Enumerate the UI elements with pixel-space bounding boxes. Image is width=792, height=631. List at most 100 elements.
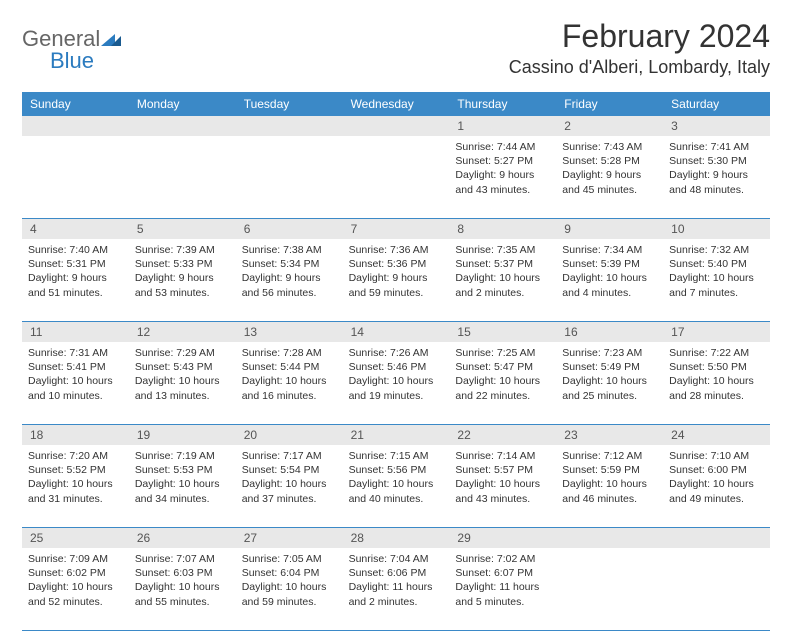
day-number: 8	[449, 219, 556, 239]
day-number	[556, 528, 663, 548]
day-details: Sunrise: 7:40 AMSunset: 5:31 PMDaylight:…	[28, 243, 123, 300]
day-cell: Sunrise: 7:19 AMSunset: 5:53 PMDaylight:…	[129, 445, 236, 527]
sunrise: Sunrise: 7:17 AM	[242, 449, 337, 463]
daylight-line2: and 7 minutes.	[669, 286, 764, 300]
daylight-line2: and 56 minutes.	[242, 286, 337, 300]
sunset: Sunset: 5:50 PM	[669, 360, 764, 374]
day-details: Sunrise: 7:35 AMSunset: 5:37 PMDaylight:…	[455, 243, 550, 300]
week-num-row: 11121314151617	[22, 322, 770, 342]
day-cell: Sunrise: 7:35 AMSunset: 5:37 PMDaylight:…	[449, 239, 556, 321]
sunset: Sunset: 5:43 PM	[135, 360, 230, 374]
day-number: 22	[449, 425, 556, 445]
day-cell: Sunrise: 7:17 AMSunset: 5:54 PMDaylight:…	[236, 445, 343, 527]
sunset: Sunset: 6:04 PM	[242, 566, 337, 580]
day-cell: Sunrise: 7:04 AMSunset: 6:06 PMDaylight:…	[343, 548, 450, 630]
daylight-line2: and 55 minutes.	[135, 595, 230, 609]
sunrise: Sunrise: 7:32 AM	[669, 243, 764, 257]
day-header-cell: Friday	[556, 92, 663, 116]
day-number	[663, 528, 770, 548]
day-cell	[343, 136, 450, 218]
day-cell: Sunrise: 7:22 AMSunset: 5:50 PMDaylight:…	[663, 342, 770, 424]
header: GeneralBlue February 2024 Cassino d'Albe…	[22, 18, 770, 78]
sunset: Sunset: 5:41 PM	[28, 360, 123, 374]
sunrise: Sunrise: 7:05 AM	[242, 552, 337, 566]
day-cell	[663, 548, 770, 630]
sunset: Sunset: 5:28 PM	[562, 154, 657, 168]
daylight-line1: Daylight: 10 hours	[669, 477, 764, 491]
week-num-row: 45678910	[22, 219, 770, 239]
day-cell: Sunrise: 7:41 AMSunset: 5:30 PMDaylight:…	[663, 136, 770, 218]
daylight-line1: Daylight: 10 hours	[242, 580, 337, 594]
day-cell: Sunrise: 7:02 AMSunset: 6:07 PMDaylight:…	[449, 548, 556, 630]
day-number: 13	[236, 322, 343, 342]
daylight-line1: Daylight: 10 hours	[135, 374, 230, 388]
sunset: Sunset: 5:53 PM	[135, 463, 230, 477]
daylight-line1: Daylight: 9 hours	[28, 271, 123, 285]
calendar: SundayMondayTuesdayWednesdayThursdayFrid…	[22, 92, 770, 631]
sunset: Sunset: 5:49 PM	[562, 360, 657, 374]
day-cell: Sunrise: 7:10 AMSunset: 6:00 PMDaylight:…	[663, 445, 770, 527]
day-details: Sunrise: 7:12 AMSunset: 5:59 PMDaylight:…	[562, 449, 657, 506]
daylight-line2: and 34 minutes.	[135, 492, 230, 506]
daylight-line1: Daylight: 10 hours	[135, 580, 230, 594]
daylight-line1: Daylight: 11 hours	[349, 580, 444, 594]
sunrise: Sunrise: 7:09 AM	[28, 552, 123, 566]
daylight-line2: and 2 minutes.	[455, 286, 550, 300]
day-details: Sunrise: 7:38 AMSunset: 5:34 PMDaylight:…	[242, 243, 337, 300]
day-number: 14	[343, 322, 450, 342]
sunset: Sunset: 5:47 PM	[455, 360, 550, 374]
day-number: 10	[663, 219, 770, 239]
day-number: 12	[129, 322, 236, 342]
sunset: Sunset: 6:00 PM	[669, 463, 764, 477]
week-num-row: 2526272829	[22, 528, 770, 548]
day-number: 23	[556, 425, 663, 445]
daylight-line2: and 28 minutes.	[669, 389, 764, 403]
day-cell: Sunrise: 7:34 AMSunset: 5:39 PMDaylight:…	[556, 239, 663, 321]
day-number: 15	[449, 322, 556, 342]
sunset: Sunset: 5:37 PM	[455, 257, 550, 271]
sunrise: Sunrise: 7:40 AM	[28, 243, 123, 257]
sunrise: Sunrise: 7:38 AM	[242, 243, 337, 257]
day-number: 9	[556, 219, 663, 239]
sunrise: Sunrise: 7:44 AM	[455, 140, 550, 154]
day-details: Sunrise: 7:23 AMSunset: 5:49 PMDaylight:…	[562, 346, 657, 403]
sunset: Sunset: 5:39 PM	[562, 257, 657, 271]
day-cell: Sunrise: 7:09 AMSunset: 6:02 PMDaylight:…	[22, 548, 129, 630]
daylight-line2: and 59 minutes.	[349, 286, 444, 300]
day-details: Sunrise: 7:04 AMSunset: 6:06 PMDaylight:…	[349, 552, 444, 609]
day-details: Sunrise: 7:31 AMSunset: 5:41 PMDaylight:…	[28, 346, 123, 403]
calendar-weeks: 123Sunrise: 7:44 AMSunset: 5:27 PMDaylig…	[22, 116, 770, 631]
daylight-line1: Daylight: 10 hours	[349, 374, 444, 388]
sunset: Sunset: 5:36 PM	[349, 257, 444, 271]
day-header-cell: Thursday	[449, 92, 556, 116]
sunrise: Sunrise: 7:29 AM	[135, 346, 230, 360]
daylight-line1: Daylight: 10 hours	[28, 374, 123, 388]
daylight-line2: and 46 minutes.	[562, 492, 657, 506]
day-details: Sunrise: 7:32 AMSunset: 5:40 PMDaylight:…	[669, 243, 764, 300]
day-details: Sunrise: 7:05 AMSunset: 6:04 PMDaylight:…	[242, 552, 337, 609]
day-cell: Sunrise: 7:15 AMSunset: 5:56 PMDaylight:…	[343, 445, 450, 527]
sunrise: Sunrise: 7:02 AM	[455, 552, 550, 566]
week-row: Sunrise: 7:44 AMSunset: 5:27 PMDaylight:…	[22, 136, 770, 219]
sunset: Sunset: 5:30 PM	[669, 154, 764, 168]
sunset: Sunset: 5:57 PM	[455, 463, 550, 477]
sunrise: Sunrise: 7:35 AM	[455, 243, 550, 257]
day-number: 28	[343, 528, 450, 548]
month-title: February 2024	[509, 18, 770, 55]
daylight-line2: and 51 minutes.	[28, 286, 123, 300]
daylight-line1: Daylight: 10 hours	[669, 271, 764, 285]
sunrise: Sunrise: 7:04 AM	[349, 552, 444, 566]
day-number: 2	[556, 116, 663, 136]
day-number: 21	[343, 425, 450, 445]
sunset: Sunset: 5:52 PM	[28, 463, 123, 477]
sunset: Sunset: 5:27 PM	[455, 154, 550, 168]
day-details: Sunrise: 7:44 AMSunset: 5:27 PMDaylight:…	[455, 140, 550, 197]
sunrise: Sunrise: 7:34 AM	[562, 243, 657, 257]
day-number: 26	[129, 528, 236, 548]
day-details: Sunrise: 7:20 AMSunset: 5:52 PMDaylight:…	[28, 449, 123, 506]
day-details: Sunrise: 7:17 AMSunset: 5:54 PMDaylight:…	[242, 449, 337, 506]
daylight-line1: Daylight: 10 hours	[455, 374, 550, 388]
day-cell: Sunrise: 7:40 AMSunset: 5:31 PMDaylight:…	[22, 239, 129, 321]
day-cell	[129, 136, 236, 218]
sunset: Sunset: 6:06 PM	[349, 566, 444, 580]
